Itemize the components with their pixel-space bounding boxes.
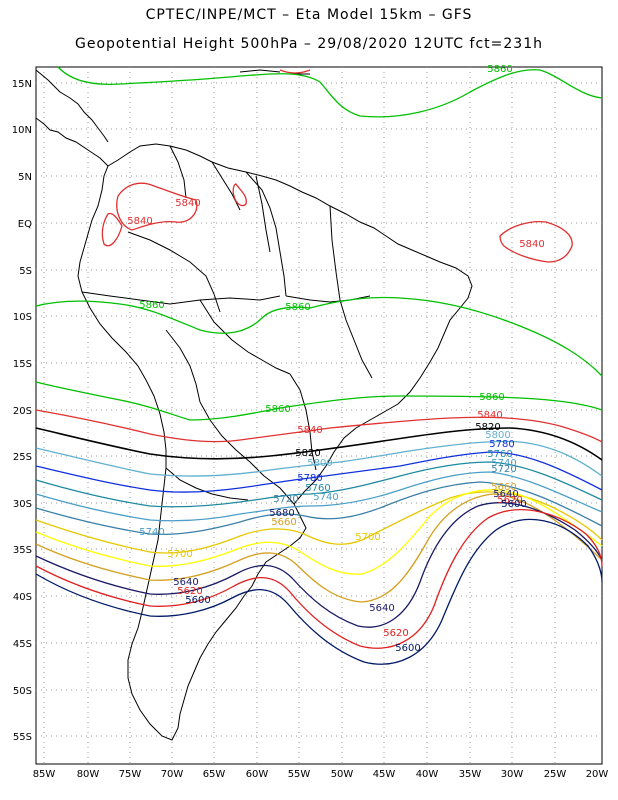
contour-label: 5840 bbox=[519, 239, 544, 250]
contour-5600 bbox=[35, 518, 603, 665]
lat-label: 15N bbox=[12, 79, 32, 90]
lon-label: 20W bbox=[586, 769, 609, 780]
lon-label: 65W bbox=[203, 769, 226, 780]
contour-label: 5840 bbox=[175, 198, 200, 209]
lat-label: 35S bbox=[13, 545, 32, 556]
contour-label: 5600 bbox=[395, 643, 420, 654]
contour-5800 bbox=[35, 440, 603, 477]
contour-label: 5740 bbox=[139, 527, 164, 538]
lat-label: 5S bbox=[19, 266, 32, 277]
lat-label: EQ bbox=[18, 219, 32, 230]
contour-label: 5760 bbox=[487, 449, 512, 460]
contour-5840-band bbox=[35, 409, 603, 443]
contour-5660 bbox=[35, 493, 603, 603]
contour-5840-patch-a bbox=[101, 212, 123, 247]
lon-label: 75W bbox=[119, 769, 142, 780]
lon-label: 30W bbox=[501, 769, 524, 780]
contour-labels: 5860 5840 5840 5840 5860 5860 5860 5860 … bbox=[127, 64, 544, 654]
contour-label: 5800 bbox=[485, 430, 510, 441]
lon-label: 40W bbox=[416, 769, 439, 780]
lat-label: 10S bbox=[13, 312, 32, 323]
lon-label: 45W bbox=[373, 769, 396, 780]
lon-label: 85W bbox=[33, 769, 56, 780]
contour-label: 5600 bbox=[501, 499, 526, 510]
contour-label: 5860 bbox=[139, 300, 164, 311]
contour-label: 5640 bbox=[369, 603, 394, 614]
lat-label: 25S bbox=[13, 452, 32, 463]
lon-label: 50W bbox=[331, 769, 354, 780]
contour-5840-patch-d bbox=[499, 220, 573, 263]
lat-label: 20S bbox=[13, 406, 32, 417]
contour-5740 bbox=[35, 471, 603, 522]
contour-5620 bbox=[35, 509, 603, 649]
contour-label: 5680 bbox=[269, 508, 294, 519]
contour-5840-patch-b bbox=[116, 182, 198, 231]
contour-label: 5840 bbox=[297, 425, 322, 436]
contour-label: 5860 bbox=[487, 64, 512, 75]
contour-5840-patch-c bbox=[232, 183, 247, 207]
chart-subtitle: Geopotential Height 500hPa – 29/08/2020 … bbox=[75, 36, 543, 52]
contour-label: 5860 bbox=[285, 302, 310, 313]
map-frame bbox=[35, 66, 603, 765]
contour-5680 bbox=[35, 489, 603, 575]
contour-label: 5800 bbox=[307, 458, 332, 469]
contour-label: 5620 bbox=[383, 628, 408, 639]
chart-title: CPTEC/INPE/MCT – Eta Model 15km – GFS bbox=[145, 7, 473, 23]
contour-label: 5720 bbox=[491, 464, 516, 475]
contour-label: 5720 bbox=[273, 494, 298, 505]
contour-label: 5740 bbox=[491, 458, 516, 469]
contour-label: 5660 bbox=[271, 517, 296, 528]
contour-label: 5620 bbox=[497, 495, 522, 506]
lat-label: 55S bbox=[13, 732, 32, 743]
contour-5780 bbox=[35, 451, 603, 493]
contour-label: 5860 bbox=[265, 404, 290, 415]
contour-label: 5780 bbox=[489, 439, 514, 450]
lat-label: 15S bbox=[13, 359, 32, 370]
contour-label: 5640 bbox=[493, 489, 518, 500]
contour-label: 5860 bbox=[479, 392, 504, 403]
lat-label: 10N bbox=[12, 125, 32, 136]
contour-label: 5780 bbox=[297, 473, 322, 484]
lon-label: 80W bbox=[77, 769, 100, 780]
contour-label: 5740 bbox=[313, 492, 338, 503]
contour-label: 5600 bbox=[185, 595, 210, 606]
contour-5720 bbox=[35, 481, 603, 536]
contour-5640 bbox=[35, 502, 603, 628]
contour-label: 5820 bbox=[295, 448, 320, 459]
lon-label: 70W bbox=[161, 769, 184, 780]
lat-label: 50S bbox=[13, 686, 32, 697]
contour-label: 5700 bbox=[167, 549, 192, 560]
contour-label: 5820 bbox=[475, 422, 500, 433]
contour-label: 5700 bbox=[355, 532, 380, 543]
lat-label: 45S bbox=[13, 639, 32, 650]
contour-label: 5840 bbox=[477, 410, 502, 421]
height-contours bbox=[35, 66, 603, 665]
longitude-labels: 85W 80W 75W 70W 65W 60W 55W 50W 45W 40W … bbox=[33, 769, 609, 780]
contour-label: 5620 bbox=[177, 586, 202, 597]
lon-label: 60W bbox=[246, 769, 269, 780]
lat-label: 40S bbox=[13, 592, 32, 603]
contour-5820 bbox=[35, 427, 603, 461]
contour-5860-south bbox=[35, 381, 603, 421]
contour-label: 5660 bbox=[491, 482, 516, 493]
lon-label: 55W bbox=[288, 769, 311, 780]
lat-label: 30S bbox=[13, 499, 32, 510]
lon-label: 25W bbox=[544, 769, 567, 780]
gridlines bbox=[36, 67, 602, 764]
lat-label: 5N bbox=[18, 172, 32, 183]
contour-label: 5640 bbox=[173, 577, 198, 588]
contour-label: 5760 bbox=[305, 483, 330, 494]
contour-label: 5840 bbox=[127, 216, 152, 227]
contour-5760 bbox=[35, 461, 603, 508]
lon-label: 35W bbox=[459, 769, 482, 780]
contour-5840-patch-e bbox=[279, 69, 311, 74]
contour-5860-north bbox=[57, 66, 603, 118]
latitude-labels: 15N 10N 5N EQ 5S 10S 15S 20S 25S 30S 35S… bbox=[12, 79, 32, 743]
contour-5860-mid bbox=[35, 296, 603, 377]
